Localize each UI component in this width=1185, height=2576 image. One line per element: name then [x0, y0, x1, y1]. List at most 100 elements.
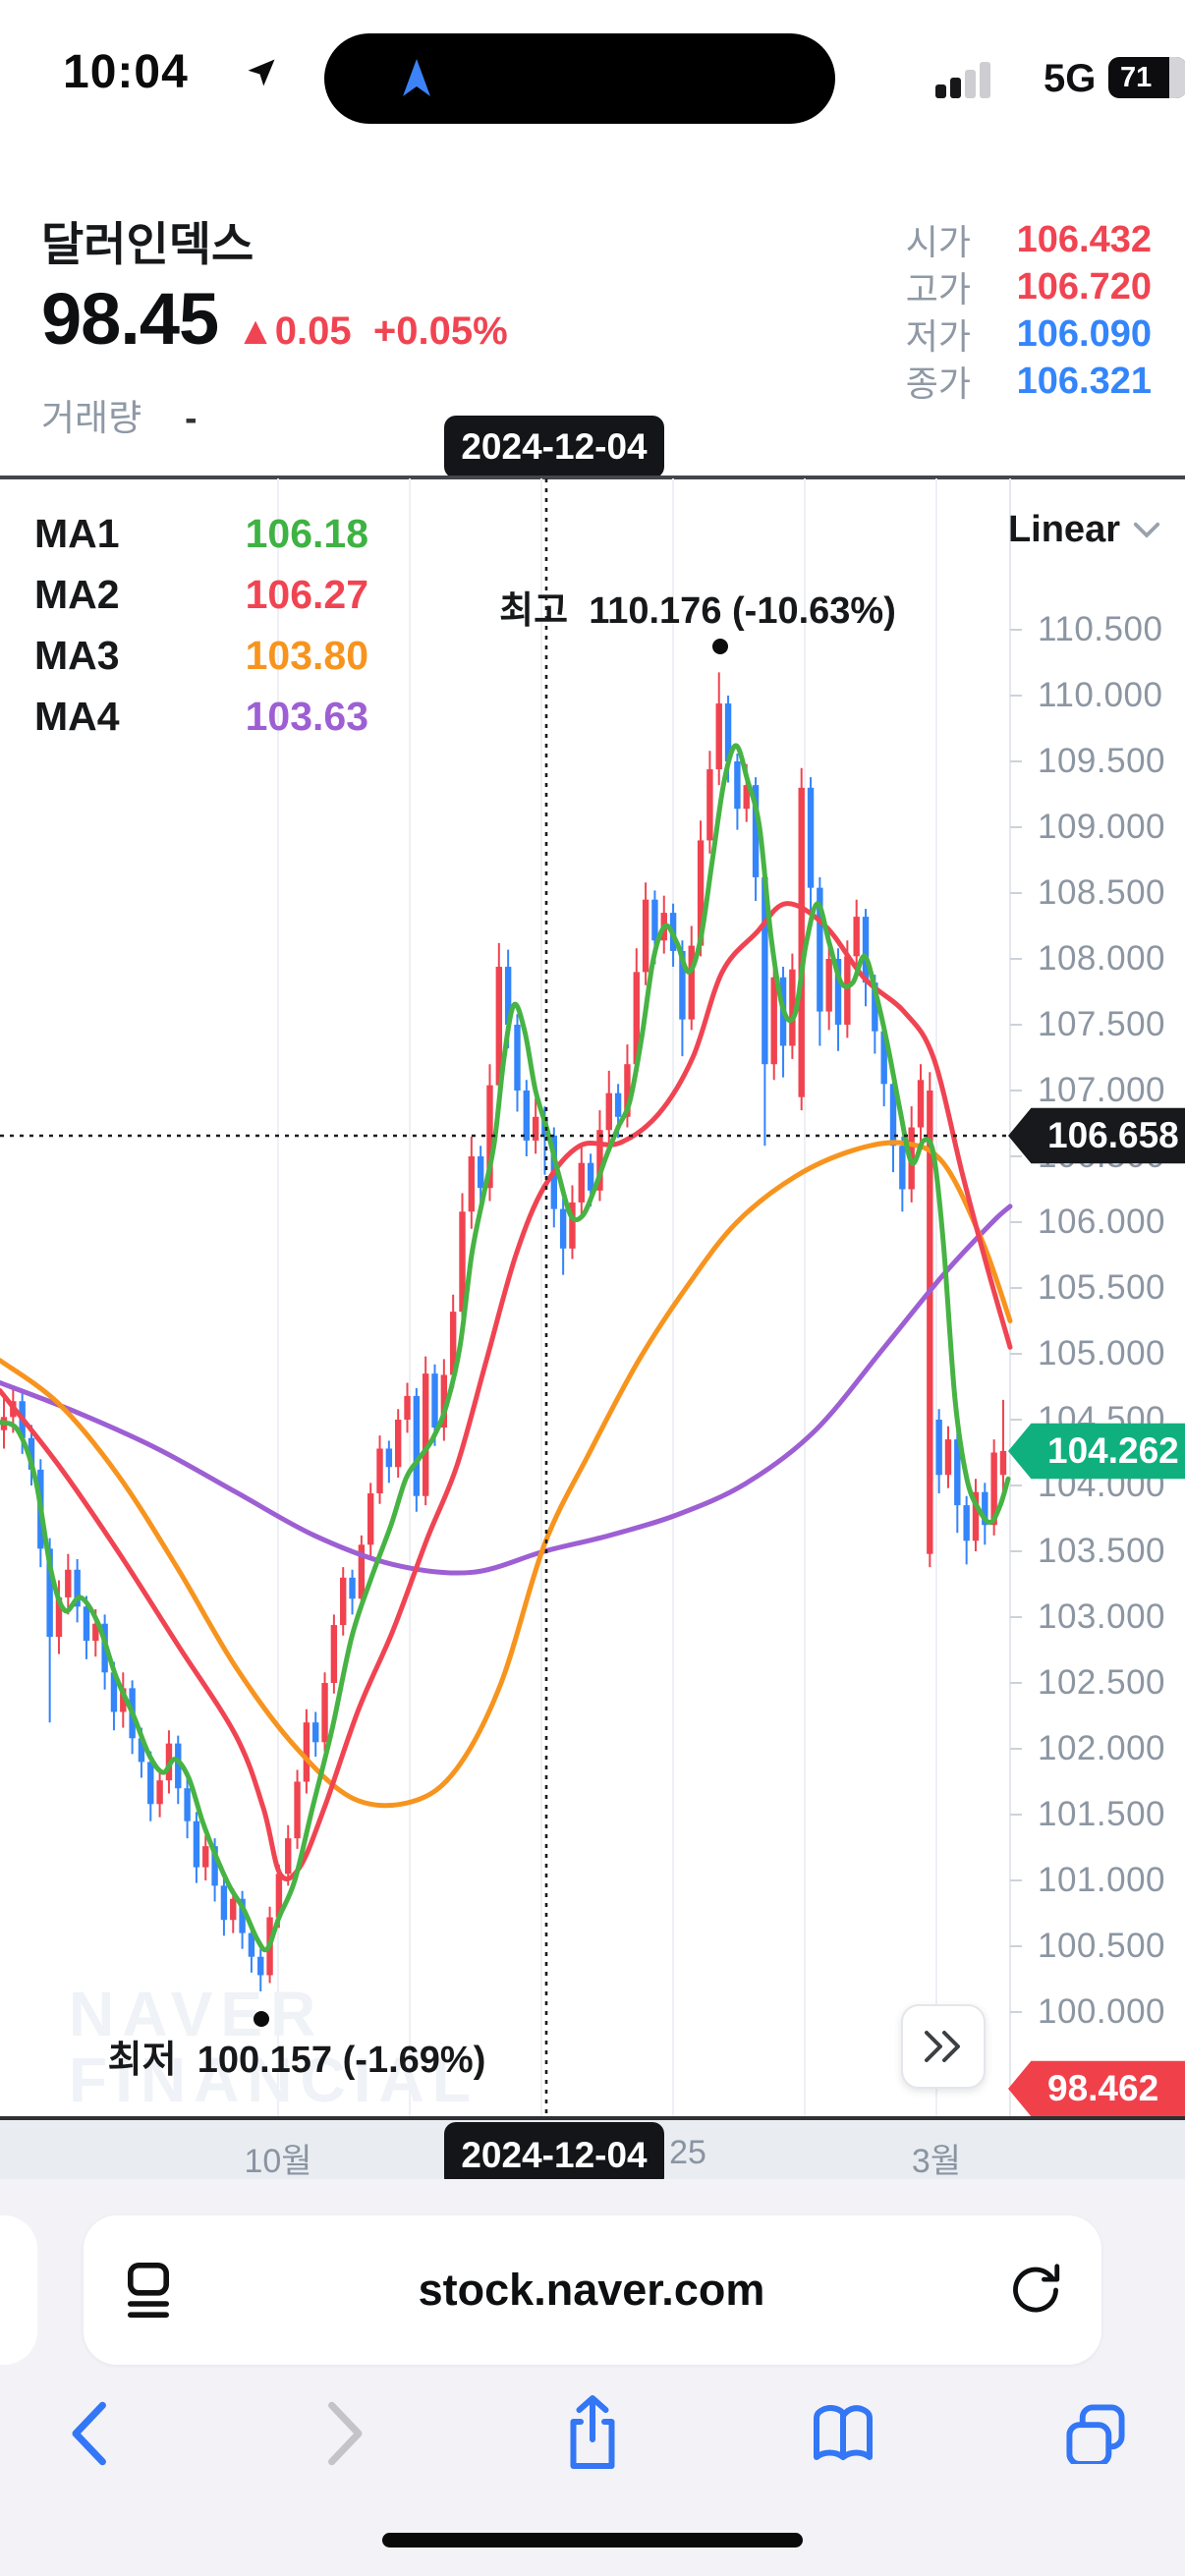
forward-button[interactable]: [307, 2389, 385, 2478]
low-marker-dot: [254, 2011, 269, 2027]
candle-body: [83, 1606, 90, 1642]
tabs-button[interactable]: [1056, 2389, 1135, 2478]
share-button[interactable]: [553, 2389, 632, 2478]
quote-label: 고가: [905, 269, 971, 309]
candle-body: [853, 917, 860, 957]
y-axis-label: 102.000: [1038, 1729, 1166, 1767]
quote-value: 106.321: [1016, 360, 1152, 402]
change-percent: +0.05%: [372, 309, 508, 353]
y-axis-label: 107.500: [1038, 1005, 1166, 1043]
last-close-badge: 104.262: [1008, 1423, 1185, 1480]
ma-line-ma1: [0, 743, 1011, 1953]
candle-body: [285, 1838, 292, 1875]
candle-body: [422, 1373, 429, 1496]
back-button[interactable]: [49, 2389, 128, 2478]
candle-body: [28, 1437, 35, 1470]
ma-line-ma3: [0, 1140, 1013, 1809]
price-row: 98.45 ▲0.05 +0.05%: [41, 277, 508, 361]
candle-body: [413, 1395, 421, 1496]
candle-body: [147, 1762, 154, 1805]
ma2-value: 106.27: [245, 571, 368, 617]
candle-body: [954, 1439, 961, 1506]
candle-body: [376, 1448, 383, 1494]
candle-body: [55, 1596, 63, 1638]
x-axis-label: 3월: [911, 2143, 962, 2180]
candle-body: [743, 785, 750, 810]
candle-body: [202, 1846, 209, 1868]
candle-body: [982, 1491, 988, 1526]
candle-body: [92, 1623, 99, 1642]
candle-body: [486, 1085, 493, 1189]
url-text: stock.naver.com: [418, 2265, 765, 2315]
candle-body: [367, 1493, 374, 1545]
reader-icon[interactable]: [123, 2263, 174, 2318]
y-axis-label: 100.500: [1038, 1927, 1166, 1965]
candle-body: [523, 1091, 531, 1141]
crosshair-date-badge-top: 2024-12-04: [444, 416, 664, 478]
candle-body: [138, 1738, 145, 1763]
candle-body: [825, 959, 832, 1012]
y-axis-label: 103.000: [1038, 1597, 1166, 1636]
y-axis-label: 107.000: [1038, 1071, 1166, 1109]
candle-body: [642, 899, 649, 973]
candle-body: [880, 1031, 887, 1085]
dynamic-island[interactable]: [324, 33, 835, 124]
double-chevron-right-icon: [925, 2031, 960, 2062]
candle-body: [935, 1420, 942, 1476]
volume-label: 거래량: [41, 398, 142, 438]
quote-value: 106.720: [1016, 265, 1152, 308]
candle-body: [899, 1146, 906, 1190]
y-axis-label: 108.000: [1038, 939, 1166, 978]
volume-row: 거래량 -: [41, 388, 197, 441]
candle-body: [762, 876, 768, 1065]
y-axis-label: 108.500: [1038, 873, 1166, 912]
url-bar[interactable]: stock.naver.com: [84, 2215, 1101, 2365]
candle-body: [230, 1898, 237, 1921]
ma1-label: MA1: [34, 510, 120, 556]
home-indicator[interactable]: [382, 2533, 803, 2548]
candle-body: [944, 1439, 952, 1476]
candle-body: [110, 1672, 118, 1712]
candle-body: [294, 1781, 301, 1839]
scale-selector[interactable]: Linear: [1008, 509, 1161, 551]
candle-body: [587, 1162, 594, 1191]
y-axis-label: 109.000: [1038, 808, 1166, 846]
candle-body: [321, 1683, 328, 1743]
candle-body: [715, 703, 722, 770]
scale-label: Linear: [1007, 509, 1120, 550]
chevron-down-icon: [1133, 522, 1160, 538]
chart-bottom-border: [0, 2116, 1185, 2120]
candle-body: [248, 1932, 255, 1957]
candle-body: [734, 761, 741, 810]
y-axis-label: 101.000: [1038, 1861, 1166, 1899]
previous-tab-peek[interactable]: [0, 2215, 37, 2365]
y-axis-label: 110.000: [1038, 676, 1163, 714]
candle-body: [440, 1374, 448, 1428]
candle-body: [385, 1448, 393, 1468]
y-axis-label: 106.000: [1038, 1203, 1166, 1241]
candle-body: [596, 1130, 603, 1191]
candle-body: [752, 785, 760, 877]
bookmarks-button[interactable]: [804, 2389, 882, 2478]
current-price: 98.45: [41, 278, 219, 360]
candle-body: [404, 1395, 411, 1420]
candle-body: [688, 945, 695, 1020]
candle-body: [46, 1548, 53, 1638]
candle-body: [559, 1208, 567, 1249]
fast-forward-button[interactable]: [901, 2004, 986, 2089]
high-marker-text: 최고 110.176 (-10.63%): [499, 590, 896, 632]
quote-value: 106.432: [1016, 218, 1152, 260]
y-axis-label: 105.000: [1038, 1334, 1166, 1372]
change-value: 0.05: [274, 309, 352, 353]
candle-body: [697, 840, 705, 946]
ma3-value: 103.80: [245, 632, 368, 678]
candle-body: [449, 1312, 457, 1375]
volume-value: -: [185, 398, 198, 438]
candle-body: [872, 982, 878, 1032]
ma4-value: 103.63: [245, 693, 368, 739]
quote-table: 시가 106.432 고가 106.720 저가 106.090 종가 106.321: [0, 216, 1152, 405]
y-axis-label: 100.000: [1038, 1992, 1166, 2031]
candle-body: [239, 1898, 246, 1933]
refresh-icon[interactable]: [1009, 2262, 1062, 2319]
